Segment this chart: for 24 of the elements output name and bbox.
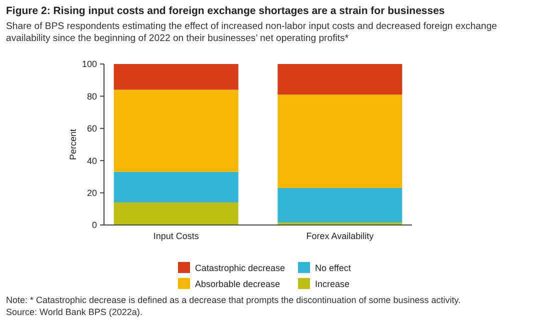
y-tick-label: 100 xyxy=(82,59,97,70)
y-tick-label: 80 xyxy=(86,91,97,102)
bar xyxy=(114,202,238,225)
y-tick-label: 40 xyxy=(86,156,97,166)
bar xyxy=(278,64,402,95)
bar xyxy=(114,64,238,90)
text: Note: * Catastrophic decrease is defined as a decrease that prompts the discontinuation of some business activity. xyxy=(6,295,461,305)
source-note: Source: World Bank BPS (2022a). xyxy=(6,307,142,317)
legend-label: No effect xyxy=(315,263,352,273)
y-tick-label: 20 xyxy=(86,188,97,198)
x-tick-label: Input Costs xyxy=(153,231,200,241)
chart-title: Figure 2: Rising input costs and foreign exchange shortages are a strain for businesses xyxy=(6,5,445,17)
x-tick-label: Forex Availability xyxy=(306,231,374,241)
legend-label: Catastrophic decrease xyxy=(195,263,286,273)
y-axis-title: Percent xyxy=(68,128,78,160)
y-tick-label: 0 xyxy=(92,220,97,230)
bar xyxy=(278,188,402,223)
bar xyxy=(278,94,402,188)
bar xyxy=(114,90,238,172)
bar xyxy=(114,172,238,202)
legend-label: Absorbable decrease xyxy=(195,279,280,289)
legend-label: Increase xyxy=(315,279,350,289)
chart-subtitle: Share of BPS respondents estimating the effect of increased non-labor input costs and decreased foreign exchange availability since the beginning of 2022 on their businesses’ net operating profits* xyxy=(6,21,498,44)
y-tick-label: 60 xyxy=(86,124,97,134)
